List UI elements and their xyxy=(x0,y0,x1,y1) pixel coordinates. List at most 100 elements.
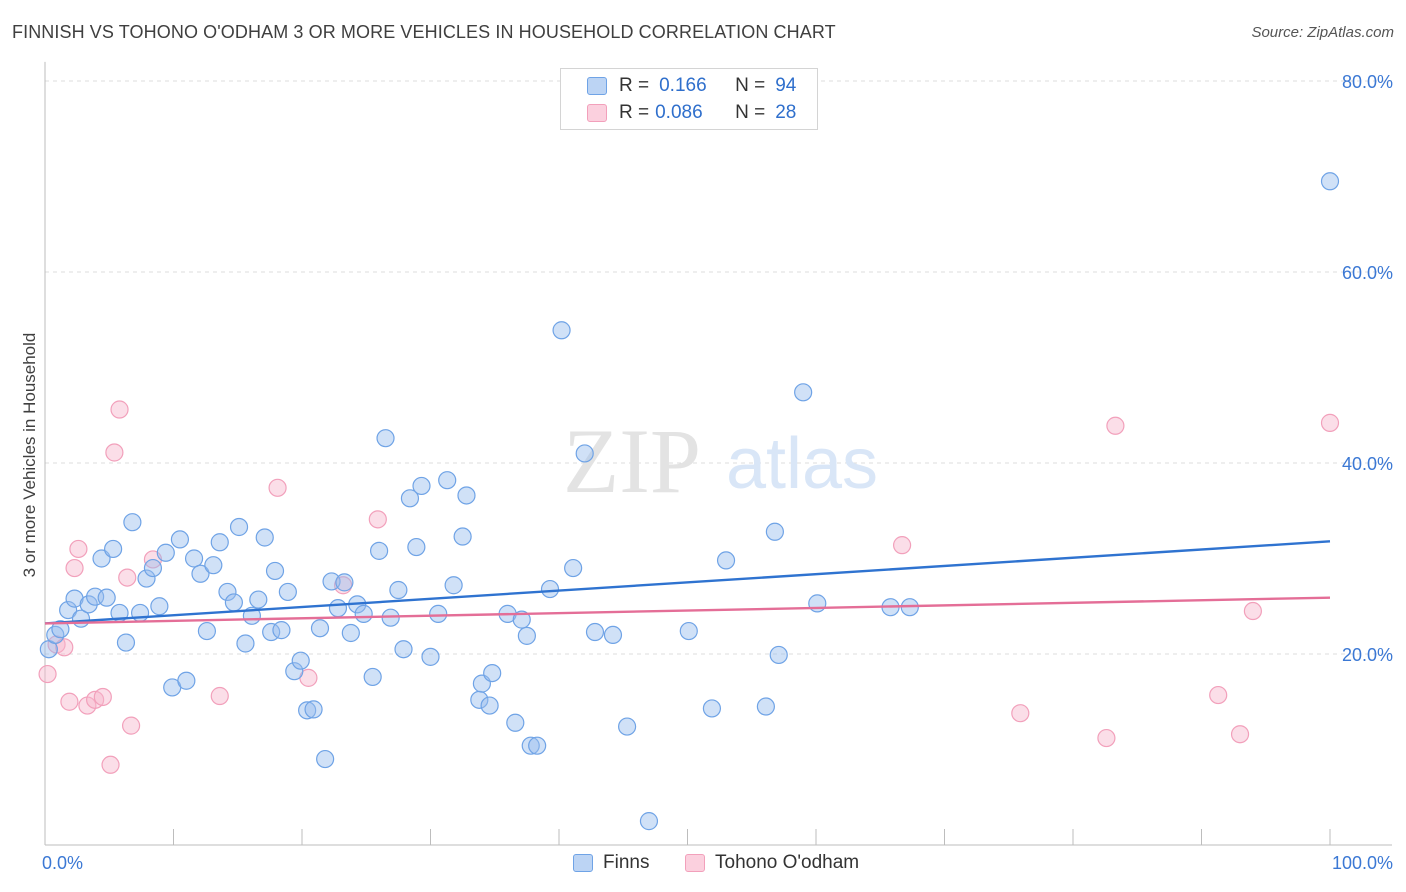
tohono-point xyxy=(110,400,129,419)
tohono-point xyxy=(1320,413,1340,432)
y-tick-label: 80.0% xyxy=(1342,72,1393,92)
legend-swatch-tohono xyxy=(587,104,607,122)
finns-point xyxy=(328,599,348,618)
finns-point xyxy=(278,582,297,602)
finns-point xyxy=(137,569,156,588)
finns-point xyxy=(438,471,457,490)
finns-point xyxy=(59,600,78,620)
finns-point xyxy=(453,527,472,546)
trend-line-finns xyxy=(44,540,1331,625)
tohono-point xyxy=(69,539,88,559)
finns-point xyxy=(123,513,142,532)
finns-point xyxy=(376,429,395,448)
legend-n-label: N = xyxy=(735,102,766,123)
bottom-legend-tohono: Tohono O'odham xyxy=(685,852,859,874)
finns-point xyxy=(265,561,285,581)
legend-r-label: R = xyxy=(619,102,650,123)
finns-point xyxy=(177,671,196,690)
finns-point xyxy=(341,623,360,643)
tohono-point xyxy=(1106,416,1125,435)
tohono-point xyxy=(268,478,287,497)
y-tick-label: 60.0% xyxy=(1342,263,1393,283)
finns-point xyxy=(702,699,722,718)
finns-point xyxy=(79,595,98,614)
tohono-point xyxy=(368,510,387,529)
tohono-point xyxy=(121,716,141,735)
tohono-point xyxy=(892,536,912,555)
finns-point xyxy=(585,622,605,642)
bottom-legend-label-tohono: Tohono O'odham xyxy=(715,852,860,873)
axes xyxy=(44,61,1392,846)
finns-point xyxy=(156,543,175,562)
finns-point xyxy=(603,625,623,645)
watermark-zip: ZIP xyxy=(563,410,701,512)
finns-point xyxy=(104,539,123,559)
tohono-point xyxy=(55,638,74,657)
tohono-point xyxy=(210,686,229,706)
chart-title: FINNISH VS TOHONO O'ODHAM 3 OR MORE VEHI… xyxy=(12,22,836,42)
tohono-point xyxy=(65,558,84,578)
finns-point xyxy=(716,551,736,570)
legend-n-value-finns: 94 xyxy=(775,75,797,96)
finns-point xyxy=(298,701,317,720)
tohono-point xyxy=(1209,685,1228,705)
finns-point xyxy=(335,573,354,592)
y-tick-label: 40.0% xyxy=(1342,454,1393,474)
finns-point xyxy=(255,528,274,547)
finns-point xyxy=(389,580,408,600)
finns-point xyxy=(51,620,70,639)
tohono-point xyxy=(1230,725,1250,744)
finns-point xyxy=(143,558,163,578)
tohono-point xyxy=(1011,704,1030,723)
legend-n-value-tohono: 28 xyxy=(775,102,797,123)
legend-r-value-tohono: 0.086 xyxy=(655,102,703,123)
tohono-point xyxy=(38,664,57,684)
x-tick-label-min: 0.0% xyxy=(42,853,83,873)
source-label: Source: ZipAtlas.com xyxy=(1251,24,1394,41)
y-tick-labels: 20.0% 40.0% 60.0% 80.0% xyxy=(1342,72,1393,665)
finns-point xyxy=(444,576,463,595)
bottom-legend-swatch-tohono xyxy=(685,854,705,872)
grid-lines xyxy=(45,80,1392,655)
finns-point xyxy=(316,749,335,769)
finns-point xyxy=(210,533,229,552)
finns-point xyxy=(229,517,249,537)
finns-point xyxy=(421,647,440,666)
finns-point xyxy=(575,444,594,463)
finns-point xyxy=(679,621,698,641)
finns-point xyxy=(400,489,420,508)
x-tick-labels: 0.0% 100.0% xyxy=(42,853,1393,873)
finns-point xyxy=(291,651,310,670)
watermark: ZIP atlas xyxy=(563,410,878,512)
tohono-point xyxy=(1097,728,1116,748)
finns-point xyxy=(394,640,413,659)
finns-point xyxy=(618,717,637,736)
finns-point xyxy=(540,579,560,599)
finns-point xyxy=(191,564,210,583)
finns-point xyxy=(457,486,476,505)
bottom-legend-label-finns: Finns xyxy=(603,852,650,873)
finns-point xyxy=(236,634,255,653)
finns-point xyxy=(354,604,373,623)
finns-point xyxy=(769,645,788,665)
finns-point xyxy=(794,383,813,402)
bottom-legend-finns: Finns xyxy=(573,852,649,874)
legend-n-label: N = xyxy=(735,75,766,96)
finns-point xyxy=(363,667,382,687)
finns-point xyxy=(218,582,237,602)
tohono-point xyxy=(1243,601,1263,621)
finns-point xyxy=(285,662,304,681)
finns-point xyxy=(1320,172,1340,191)
finns-point xyxy=(506,713,525,732)
finns-point xyxy=(521,736,540,755)
finns-point xyxy=(322,572,341,591)
finns-point xyxy=(564,558,583,578)
series-tohono-points xyxy=(38,400,1340,774)
trend-lines xyxy=(44,540,1331,625)
tohono-point xyxy=(93,687,112,707)
trend-line-tohono xyxy=(44,596,1331,625)
bottom-legend-swatch-finns xyxy=(573,854,593,872)
finns-point xyxy=(150,597,169,616)
legend-r-value-finns: 0.166 xyxy=(659,75,707,96)
tohono-point xyxy=(101,755,120,774)
